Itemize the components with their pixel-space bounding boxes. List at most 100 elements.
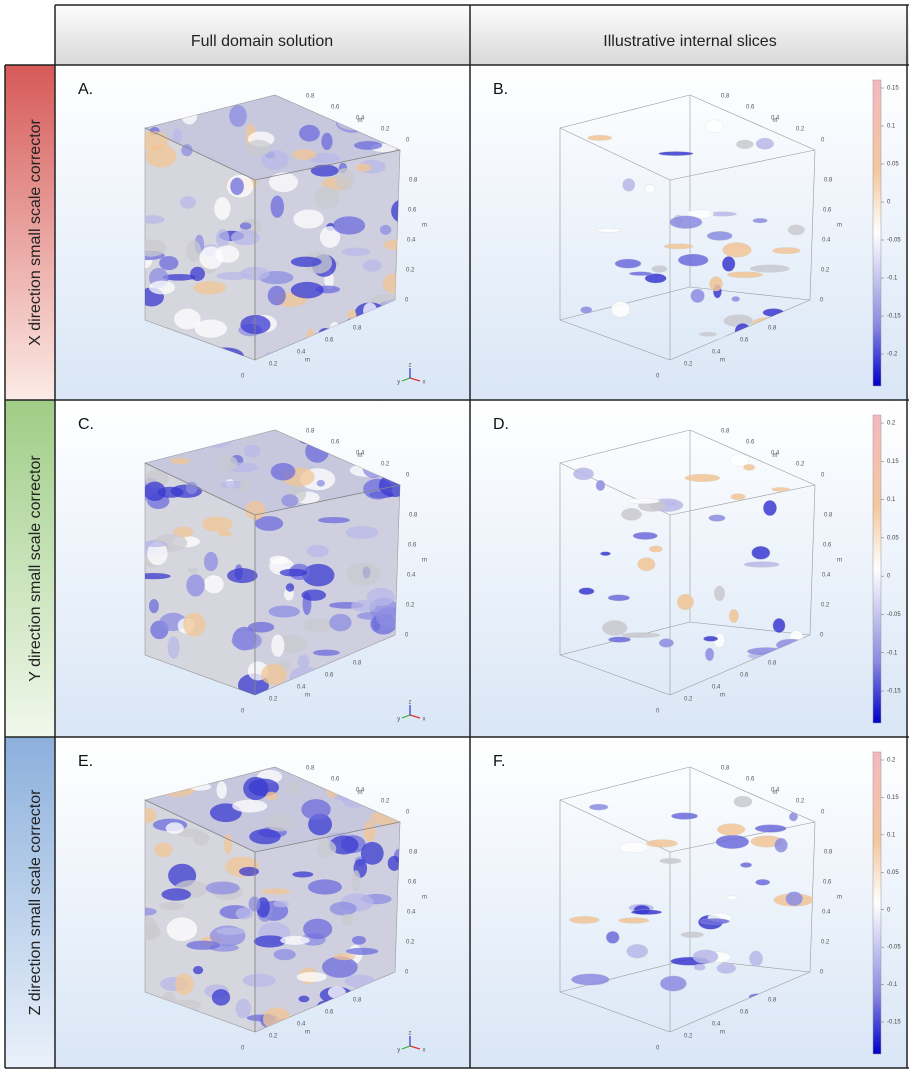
slice-blob xyxy=(619,842,649,854)
box-edge xyxy=(689,94,816,151)
slice-blob xyxy=(774,837,788,853)
slice-blob xyxy=(671,812,699,820)
box-edge xyxy=(689,286,811,301)
slice-blob xyxy=(772,247,801,254)
slice-blob xyxy=(699,918,730,925)
slice-blob xyxy=(684,473,721,482)
panel-letter: E. xyxy=(78,753,93,770)
slice-blob xyxy=(649,545,663,553)
surface-blob xyxy=(167,636,180,659)
surface-blob xyxy=(248,621,275,633)
slice-blob xyxy=(618,917,650,924)
triad-label: y xyxy=(397,1047,400,1053)
axis-tick-label: 0.2 xyxy=(406,940,415,946)
axis-tick-label: 0.4 xyxy=(771,451,780,457)
axis-tick-label: 0.6 xyxy=(408,880,417,886)
surface-blob xyxy=(306,544,329,558)
column-header: Full domain solution xyxy=(191,33,333,50)
surface-blob xyxy=(270,195,284,218)
surface-blob xyxy=(239,479,251,494)
slice-blob xyxy=(727,271,764,279)
slice-blob xyxy=(698,331,718,337)
axis-tick-label: 0 xyxy=(821,473,825,479)
slice-blob xyxy=(771,487,791,492)
slice-blob xyxy=(785,891,803,906)
axis-tick-label: 0.2 xyxy=(269,362,278,368)
surface-blob xyxy=(273,948,296,961)
surface-blob xyxy=(248,896,261,912)
slice-blob xyxy=(692,949,719,964)
surface-blob xyxy=(321,956,358,978)
axis-tick-label: 0.2 xyxy=(796,799,805,805)
surface-blob xyxy=(319,226,341,248)
row-label: X direction small scale corrector xyxy=(27,118,44,345)
colorbar-tick-label: -0.05 xyxy=(887,945,901,951)
surface-blob xyxy=(232,799,268,813)
surface-blob xyxy=(329,613,352,632)
surface-blob xyxy=(193,831,210,846)
header-cell xyxy=(470,5,909,65)
slice-blob xyxy=(659,975,687,992)
header-cell xyxy=(55,5,470,65)
slice-blob xyxy=(580,306,593,314)
slice-blob xyxy=(693,963,706,971)
surface-blob xyxy=(173,526,194,538)
axis-tick-label: 0.6 xyxy=(331,777,340,783)
axis-tick-label: 0.6 xyxy=(740,338,749,344)
surface-blob xyxy=(302,618,334,632)
surface-blob xyxy=(253,935,286,948)
axis-tick-label: 0.8 xyxy=(353,661,362,667)
box-edge xyxy=(669,634,811,696)
box-edge xyxy=(669,971,811,1033)
surface-blob xyxy=(292,149,317,160)
surface-blob xyxy=(242,973,276,987)
triad-axis xyxy=(409,1045,421,1050)
axis-unit: m xyxy=(358,453,363,459)
slice-blob xyxy=(578,587,595,595)
column-header: Illustrative internal slices xyxy=(603,33,776,50)
surface-blob xyxy=(360,841,384,865)
triad-label: z xyxy=(409,363,412,369)
axis-tick-label: 0.8 xyxy=(768,661,777,667)
surface-blob xyxy=(214,197,231,220)
surface-blob xyxy=(145,808,157,824)
axis-tick-label: 0.4 xyxy=(712,350,721,356)
axis-tick-label: 0.4 xyxy=(297,685,306,691)
surface-blob xyxy=(355,163,372,172)
axis-tick-label: 0.4 xyxy=(712,685,721,691)
slice-blob xyxy=(743,561,780,568)
slice-blob xyxy=(729,453,749,467)
surface-blob xyxy=(154,842,173,857)
axis-unit: m xyxy=(773,453,778,459)
axis-unit: m xyxy=(720,358,725,364)
axis-tick-label: 0.2 xyxy=(821,603,830,609)
surface-blob xyxy=(268,172,299,193)
box-edge xyxy=(559,991,671,1033)
axis-tick-label: 0.4 xyxy=(407,238,416,244)
surface-blob xyxy=(261,149,289,170)
slice-blob xyxy=(705,647,715,662)
surface-blob xyxy=(249,829,281,845)
surface-blob xyxy=(145,541,168,548)
colorbar xyxy=(872,751,882,1055)
axis-tick-label: 0.2 xyxy=(406,603,415,609)
colorbar-tick-label: 0.15 xyxy=(887,459,899,465)
slice-blob xyxy=(751,545,771,560)
colorbar-tick-label: 0 xyxy=(887,574,891,580)
surface-blob xyxy=(299,124,320,142)
colorbar-tick-label: -0.1 xyxy=(887,982,898,988)
surface-blob xyxy=(174,308,201,330)
slice-blob xyxy=(621,508,642,521)
axis-tick-label: 0.2 xyxy=(406,268,415,274)
slice-blob xyxy=(605,931,620,944)
colorbar-tick-label: -0.2 xyxy=(887,352,898,358)
triad-axis xyxy=(401,1045,411,1050)
surface-blob xyxy=(194,319,228,338)
triad-axis xyxy=(409,714,421,719)
surface-blob xyxy=(218,530,232,537)
colorbar-tick-label: -0.1 xyxy=(887,276,898,282)
slice-blob xyxy=(569,916,600,924)
axis-tick-label: 0.8 xyxy=(306,766,315,772)
surface-blob xyxy=(260,888,291,895)
slice-blob xyxy=(614,258,642,269)
